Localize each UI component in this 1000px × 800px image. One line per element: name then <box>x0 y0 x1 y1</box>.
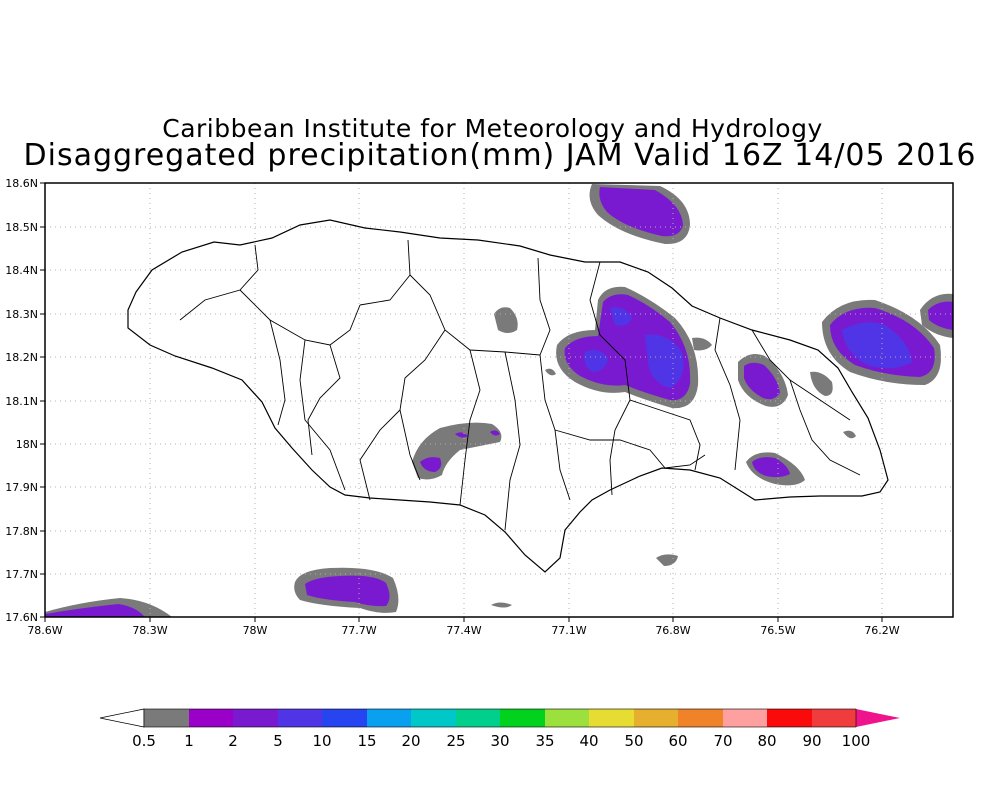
colorbar-label: 15 <box>357 732 376 750</box>
precip-area-purple <box>752 457 790 478</box>
precipitation-layer <box>45 184 953 617</box>
colorbar-label: 50 <box>624 732 643 750</box>
precip-area-blue <box>842 322 912 369</box>
chart-title: Caribbean Institute for Meteorology and … <box>162 114 823 143</box>
precip-area-gray <box>412 422 502 480</box>
colorbar-swatch <box>144 709 189 727</box>
lon-tick-label: 76.5W <box>760 624 795 637</box>
colorbar-swatch <box>723 709 767 727</box>
colorbar-swatch <box>678 709 723 727</box>
lat-tick-label: 18.1N <box>5 395 38 408</box>
lat-tick-label: 17.7N <box>5 568 38 581</box>
lat-tick-label: 18.4N <box>5 264 38 277</box>
precip-area-blue <box>584 350 608 372</box>
precip-area-purple <box>599 187 683 237</box>
colorbar-label: 80 <box>757 732 776 750</box>
lon-tick-label: 76.2W <box>864 624 899 637</box>
precip-area-gray <box>491 602 512 608</box>
colorbar-label: 5 <box>273 732 283 750</box>
colorbar-swatch <box>545 709 589 727</box>
lon-tick-label: 77.7W <box>341 624 376 637</box>
map-frame <box>44 182 954 618</box>
colorbar-swatch <box>411 709 456 727</box>
colorbar-label: 20 <box>401 732 420 750</box>
colorbar-swatch <box>500 709 545 727</box>
colorbar-label: 25 <box>446 732 465 750</box>
precip-area-purple <box>420 457 442 472</box>
colorbar-swatch <box>589 709 634 727</box>
precip-area-gray <box>656 554 678 566</box>
colorbar-label: 2 <box>228 732 238 750</box>
colorbar-label: 1 <box>184 732 194 750</box>
precip-area-gray <box>545 368 556 376</box>
colorbar-swatch <box>634 709 678 727</box>
precip-area-purple <box>928 301 953 330</box>
colorbar-swatch <box>278 709 322 727</box>
colorbar <box>99 708 900 728</box>
lon-tick-label: 78.6W <box>27 624 62 637</box>
lat-tick-label: 17.6N <box>5 611 38 624</box>
jamaica-coastline <box>127 219 889 573</box>
precip-area-blue <box>610 307 632 326</box>
colorbar-swatch <box>367 709 411 727</box>
colorbar-swatch <box>322 709 367 727</box>
lat-tick-label: 18.5N <box>5 221 38 234</box>
precip-area-gray <box>692 337 712 351</box>
colorbar-label: 35 <box>535 732 554 750</box>
lat-labels: 18.6N 18.5N 18.4N 18.3N 18.2N 18.1N 18N … <box>5 177 38 624</box>
precip-area-purple <box>455 432 468 438</box>
colorbar-label: 70 <box>713 732 732 750</box>
precip-area-gray <box>494 307 518 333</box>
precip-area-gray <box>843 430 856 439</box>
lon-labels: 78.6W 78.3W 78W 77.7W 77.4W 77.1W 76.8W … <box>27 624 899 637</box>
chart-subtitle: Disaggregated precipitation(mm) JAM Vali… <box>23 138 977 173</box>
colorbar-swatch <box>456 709 500 727</box>
colorbar-label: 0.5 <box>132 732 156 750</box>
precip-area-purple <box>45 604 145 617</box>
colorbar-swatch <box>233 709 278 727</box>
lon-tick-label: 76.8W <box>655 624 690 637</box>
lon-tick-label: 77.1W <box>551 624 586 637</box>
colorbar-high-arrow <box>856 709 900 727</box>
colorbar-label: 10 <box>312 732 331 750</box>
precip-area-gray <box>810 371 833 396</box>
lat-tick-label: 18.2N <box>5 351 38 364</box>
lon-tick-label: 78.3W <box>132 624 167 637</box>
lon-tick-label: 77.4W <box>446 624 481 637</box>
colorbar-swatch <box>812 709 856 727</box>
precip-area-purple <box>490 430 500 436</box>
colorbar-label: 60 <box>668 732 687 750</box>
precip-area-blue <box>645 334 684 388</box>
lat-tick-label: 18.3N <box>5 308 38 321</box>
lat-tick-label: 18N <box>16 438 38 451</box>
colorbar-label: 100 <box>842 732 871 750</box>
colorbar-label: 30 <box>490 732 509 750</box>
map-grid <box>45 183 953 617</box>
axis-ticks <box>40 182 883 622</box>
colorbar-label: 90 <box>802 732 821 750</box>
precip-area-purple <box>744 362 780 400</box>
colorbar-labels: 0.5 1 2 5 10 15 20 25 30 35 40 50 60 70 … <box>132 732 870 750</box>
colorbar-label: 40 <box>579 732 598 750</box>
lon-tick-label: 78W <box>243 624 268 637</box>
parish-boundaries <box>179 239 861 531</box>
colorbar-swatch <box>189 709 233 727</box>
colorbar-low-arrow <box>99 708 145 728</box>
lat-tick-label: 17.8N <box>5 525 38 538</box>
colorbar-swatch <box>767 709 812 727</box>
precip-area-purple <box>305 575 390 607</box>
lat-tick-label: 17.9N <box>5 481 38 494</box>
lat-tick-label: 18.6N <box>5 177 38 190</box>
